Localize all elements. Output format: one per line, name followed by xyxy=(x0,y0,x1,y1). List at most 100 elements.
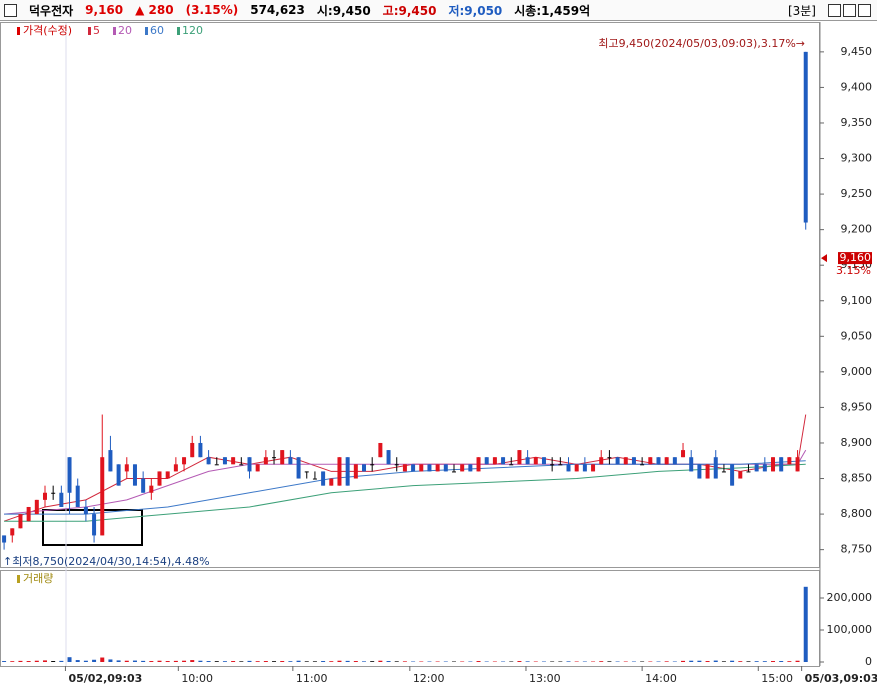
period[interactable]: [3분] xyxy=(787,3,816,18)
candle-body xyxy=(541,457,546,465)
volume-bar xyxy=(67,657,72,662)
candle-body xyxy=(34,499,39,515)
y-tick-label: 8,800 xyxy=(841,507,873,520)
y-tick-label: 8,750 xyxy=(841,543,873,556)
candle-body xyxy=(272,457,277,459)
volume-bar xyxy=(42,660,47,662)
volume-bar xyxy=(116,660,121,662)
candle-body xyxy=(721,471,726,473)
candle-body xyxy=(345,457,350,486)
candle-body xyxy=(427,464,432,472)
candle-body xyxy=(288,457,293,465)
candle-body xyxy=(83,506,88,515)
price: 9,160 xyxy=(85,3,124,17)
candle-body xyxy=(443,464,448,472)
checkbox[interactable] xyxy=(4,3,17,17)
candle-body xyxy=(312,478,317,480)
candle-body xyxy=(2,535,7,543)
y-tick-label: 9,250 xyxy=(841,187,873,200)
candle-body xyxy=(779,457,784,472)
candle-body xyxy=(26,506,31,522)
volume-bar xyxy=(247,660,252,662)
candle-body xyxy=(672,457,677,465)
candle-body xyxy=(190,442,195,458)
low: 저:9,050 xyxy=(448,3,503,18)
volume-bar xyxy=(304,661,309,662)
volume-bar xyxy=(697,660,702,662)
volume-bar xyxy=(141,660,146,662)
legend-title: 가격(수정) xyxy=(23,24,72,37)
maximize[interactable] xyxy=(843,3,856,17)
candle-body xyxy=(762,464,767,472)
legend-marker xyxy=(17,27,20,35)
candle-body xyxy=(599,457,604,465)
close[interactable] xyxy=(858,3,871,17)
legend-label: 120 xyxy=(182,24,203,37)
candle-body xyxy=(247,457,252,472)
volume-bar xyxy=(75,660,80,662)
candle-body xyxy=(746,471,751,473)
candle-body xyxy=(566,464,571,472)
volume-bar xyxy=(231,661,236,662)
candle-body xyxy=(509,464,514,466)
volume-bar xyxy=(239,661,244,662)
low-note: ↑최저8,750(2024/04/30,14:54),4.48% xyxy=(3,555,210,568)
candle-body xyxy=(402,464,407,472)
candle-body xyxy=(378,442,383,458)
volume-bar xyxy=(370,661,375,662)
volume-bar xyxy=(353,661,358,662)
candle-body xyxy=(591,464,596,472)
volume-bar xyxy=(525,661,530,662)
volume-bar xyxy=(730,660,735,662)
volume-bar xyxy=(681,660,686,662)
volume-bar xyxy=(337,660,342,662)
candle-body xyxy=(100,457,105,536)
candle-body xyxy=(116,464,121,486)
volume-bar xyxy=(272,661,277,662)
candle-body xyxy=(435,464,440,472)
volume-bar xyxy=(345,660,350,662)
volume-bar xyxy=(771,661,776,662)
candle-body xyxy=(533,457,538,465)
stock-name: 덕우전자 xyxy=(29,3,74,18)
candle-body xyxy=(165,471,170,479)
volume-bar xyxy=(746,661,751,662)
volume-bar xyxy=(566,661,571,662)
volume-bar xyxy=(394,661,399,662)
legend-label: 20 xyxy=(118,24,132,37)
volume-bar xyxy=(803,586,808,662)
volume-bar xyxy=(157,660,162,662)
window-buttons xyxy=(828,3,877,17)
candle-body xyxy=(108,450,113,472)
candle-body xyxy=(18,514,23,529)
volume-bar xyxy=(296,660,301,662)
volume-bar xyxy=(26,661,31,662)
minimize[interactable] xyxy=(828,3,841,17)
volume-bar xyxy=(165,661,170,662)
y-tick-label: 8,950 xyxy=(841,400,873,413)
volume-bar xyxy=(124,660,129,662)
candle-body xyxy=(640,464,645,466)
candle-body xyxy=(517,450,522,465)
price-pointer xyxy=(821,254,827,263)
volume-bar xyxy=(2,661,7,662)
candle-body xyxy=(411,464,416,472)
candle-body xyxy=(198,442,203,458)
candle-body xyxy=(730,464,735,486)
volume-bar xyxy=(795,660,800,662)
volume-bar xyxy=(664,661,669,662)
candle-body xyxy=(255,464,260,472)
y-tick-label: 100,000 xyxy=(827,623,873,636)
volume-bar xyxy=(607,661,612,662)
candle-body xyxy=(132,464,137,486)
candle-body xyxy=(296,457,301,479)
x-tick-label: 05/02,09:03 xyxy=(68,672,142,685)
candle-body xyxy=(386,450,391,465)
volume-bar xyxy=(92,659,97,662)
volume-bar xyxy=(18,660,23,662)
volume-bar xyxy=(779,661,784,662)
candle-body xyxy=(689,457,694,472)
volume-bar xyxy=(386,661,391,662)
volume-bar xyxy=(476,661,481,662)
candle-body xyxy=(795,457,800,472)
